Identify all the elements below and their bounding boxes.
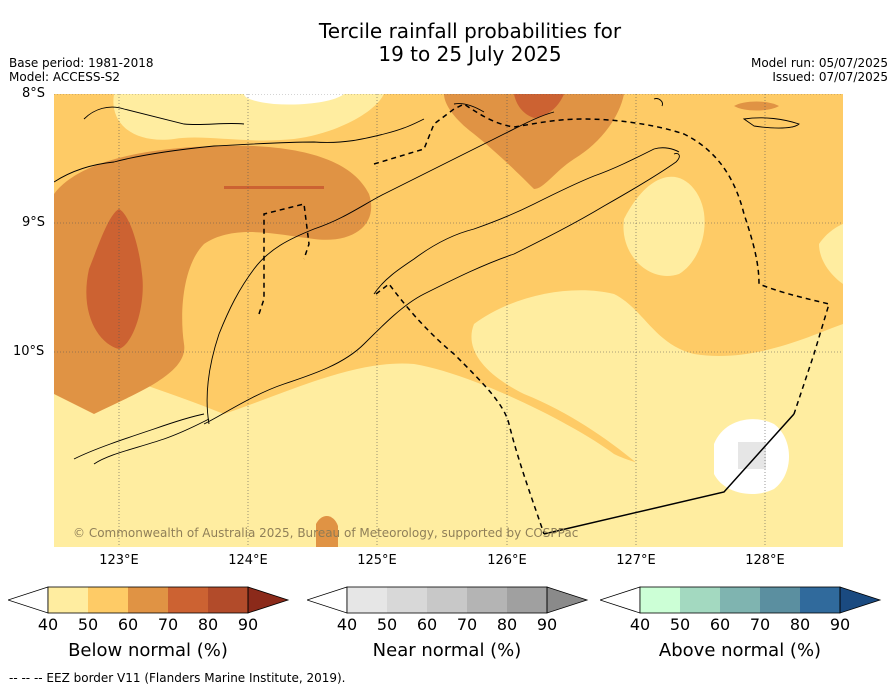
zone-60-south <box>316 515 338 547</box>
cb-above-swatch-1 <box>640 587 680 613</box>
zone-70-west <box>86 209 143 349</box>
cb-below-tick: 80 <box>197 615 219 634</box>
eez-footnote: -- -- -- EEZ border V11 (Flanders Marine… <box>9 671 346 685</box>
zone-60-north <box>444 94 624 189</box>
cb-below-tick: 70 <box>157 615 179 634</box>
colorbar-near-normal <box>307 586 589 614</box>
zone-60-west <box>54 145 372 414</box>
map-title: Tercile rainfall probabilities for 19 to… <box>0 20 896 66</box>
cb-above-swatch-2 <box>680 587 720 613</box>
cb-below-label: Below normal (%) <box>68 640 228 661</box>
cb-above-swatch-4 <box>760 587 800 613</box>
cb-below-tick: 90 <box>237 615 259 634</box>
colorbar-above-normal <box>600 586 882 614</box>
cb-below-swatch-1 <box>48 587 88 613</box>
cb-below-tick: 40 <box>37 615 59 634</box>
cb-near-tick: 70 <box>456 615 478 634</box>
lon-label-128e: 128°E <box>745 553 785 568</box>
title-line-1: Tercile rainfall probabilities for <box>318 19 622 43</box>
cb-below-swatch-2 <box>88 587 128 613</box>
cb-above-tick: 50 <box>669 615 691 634</box>
cb-near-max-arrow <box>546 586 589 614</box>
zone-70-strip <box>224 186 324 189</box>
rainfall-map <box>54 94 843 547</box>
cb-near-tick: 80 <box>496 615 518 634</box>
cb-near-swatch-2 <box>387 587 427 613</box>
lat-label-8s: 8°S <box>22 86 46 101</box>
cb-above-tick: 70 <box>749 615 771 634</box>
cb-below-max-arrow <box>247 586 290 614</box>
lon-label-124e: 124°E <box>228 553 268 568</box>
zone-70-north <box>514 94 564 118</box>
zone-near-normal-40 <box>738 442 766 469</box>
title-line-2: 19 to 25 July 2025 <box>378 42 562 66</box>
cb-below-tick: 60 <box>117 615 139 634</box>
cb-below-swatch-3 <box>128 587 168 613</box>
cb-above-swatch-5 <box>800 587 840 613</box>
cb-near-swatch-3 <box>427 587 467 613</box>
cb-near-min-arrow <box>307 586 348 614</box>
cb-near-label: Near normal (%) <box>372 640 522 661</box>
meta-left: Base period: 1981-2018 Model: ACCESS-S2 <box>9 56 154 84</box>
meta-right: Model run: 05/07/2025 Issued: 07/07/2025 <box>751 56 888 84</box>
lon-label-126e: 126°E <box>487 553 527 568</box>
copyright-notice: © Commonwealth of Australia 2025, Bureau… <box>73 526 579 540</box>
eez-border <box>258 103 830 535</box>
zone-60-ne <box>734 101 779 111</box>
cb-above-tick: 80 <box>789 615 811 634</box>
graticule <box>54 94 843 547</box>
zone-40-east <box>623 176 705 276</box>
cb-near-swatch-1 <box>347 587 387 613</box>
lon-label-123e: 123°E <box>99 553 139 568</box>
lon-label-127e: 127°E <box>616 553 656 568</box>
cb-above-max-arrow <box>839 586 882 614</box>
zone-40-edge <box>819 224 843 284</box>
zone-white-north <box>244 94 344 105</box>
cb-near-tick: 60 <box>416 615 438 634</box>
cb-near-tick: 40 <box>336 615 358 634</box>
lat-label-10s: 10°S <box>13 344 45 359</box>
base-period: Base period: 1981-2018 <box>9 56 154 70</box>
cb-near-swatch-5 <box>507 587 547 613</box>
cb-above-swatch-3 <box>720 587 760 613</box>
cb-above-label: Above normal (%) <box>658 640 822 661</box>
cb-below-min-arrow <box>8 586 49 614</box>
issued-date: Issued: 07/07/2025 <box>772 70 888 84</box>
zone-40-north <box>113 94 384 141</box>
cb-above-tick: 90 <box>829 615 851 634</box>
cb-above-min-arrow <box>600 586 641 614</box>
cb-near-swatch-4 <box>467 587 507 613</box>
model-name: Model: ACCESS-S2 <box>9 70 121 84</box>
cb-above-tick: 40 <box>629 615 651 634</box>
zone-40-south <box>54 356 843 547</box>
lon-label-125e: 125°E <box>357 553 397 568</box>
cb-below-swatch-5 <box>208 587 248 613</box>
cb-near-tick: 90 <box>536 615 558 634</box>
colorbar-below-normal <box>8 586 290 614</box>
cb-below-swatch-4 <box>168 587 208 613</box>
cb-below-tick: 50 <box>77 615 99 634</box>
model-run: Model run: 05/07/2025 <box>750 56 888 70</box>
cb-above-tick: 60 <box>709 615 731 634</box>
coastlines <box>54 98 800 465</box>
cb-near-tick: 50 <box>376 615 398 634</box>
lat-label-9s: 9°S <box>22 215 46 230</box>
